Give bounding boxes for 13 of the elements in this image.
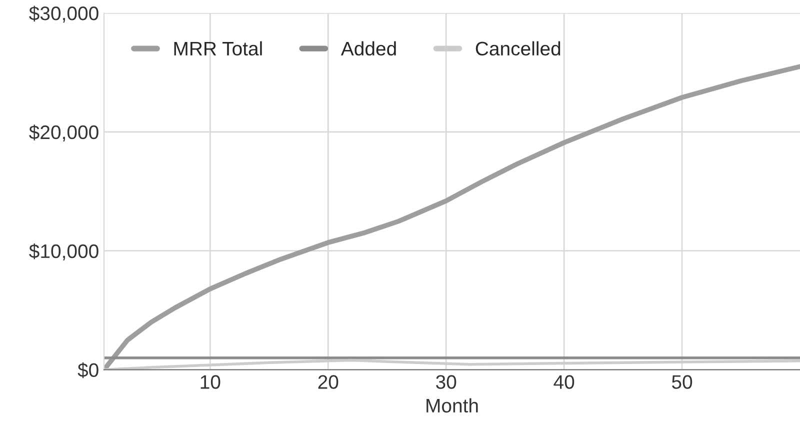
y-tick-label: $20,000 xyxy=(29,124,98,142)
y-tick-label: $0 xyxy=(78,362,98,378)
y-tick-label: $10,000 xyxy=(29,244,98,260)
legend-label: Cancelled xyxy=(476,41,560,56)
legend-label: Added xyxy=(340,41,396,56)
x-axis-title: Month xyxy=(426,398,478,413)
x-tick-label: 40 xyxy=(554,375,574,389)
y-tick-label: $30,000 xyxy=(29,6,98,23)
x-tick-label: 20 xyxy=(318,375,338,389)
legend-label: MRR Total xyxy=(174,41,262,56)
x-tick-label: 30 xyxy=(436,375,456,389)
x-tick-label: 10 xyxy=(200,375,220,389)
x-tick-label: 50 xyxy=(672,375,692,389)
